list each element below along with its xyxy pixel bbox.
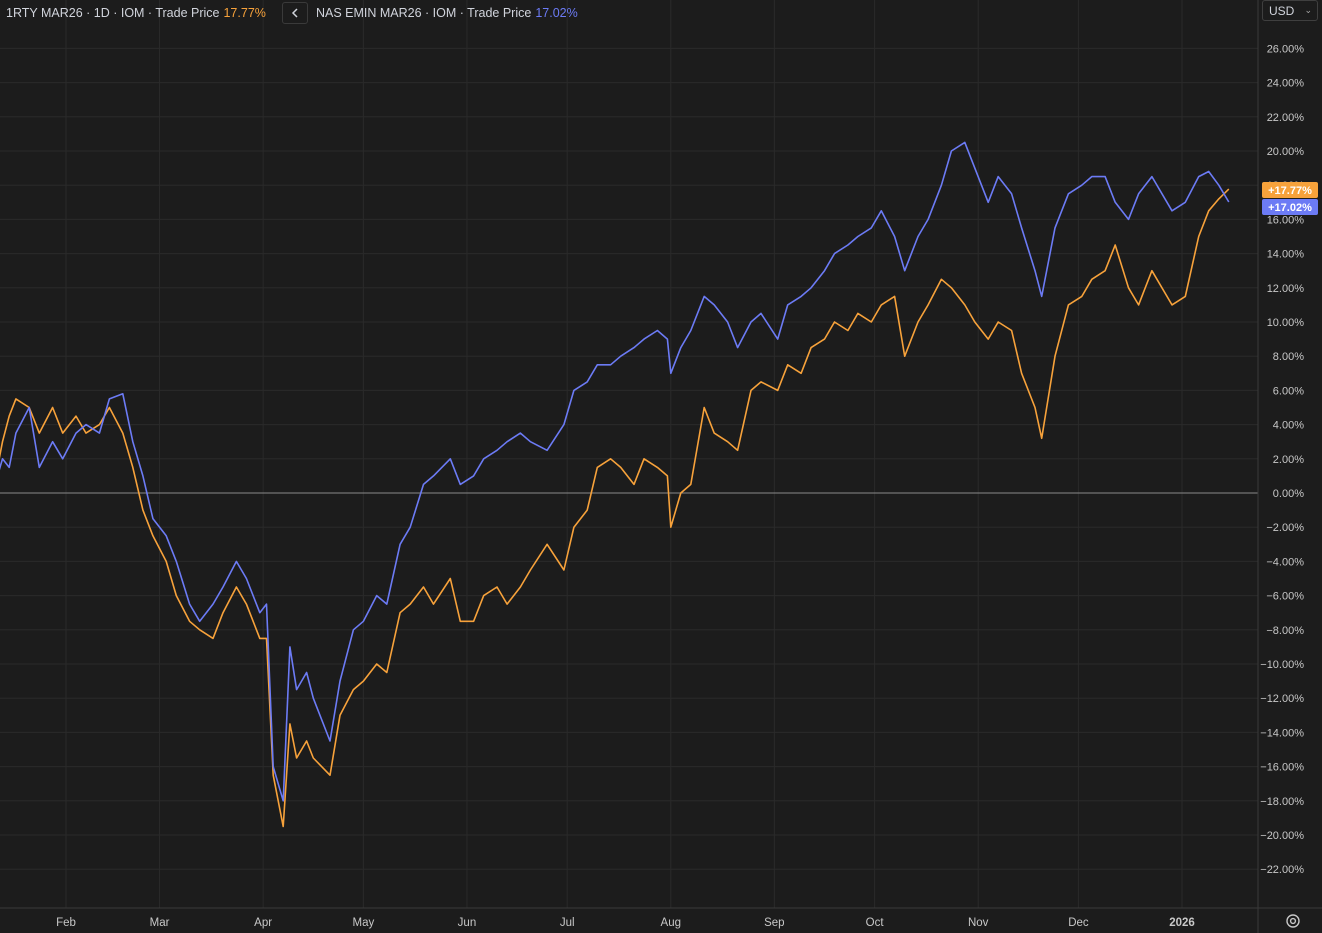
- y-tick-label: −14.00%: [1260, 727, 1304, 739]
- legend-series-1RTY[interactable]: 1RTY MAR26 · 1D · IOM · Trade Price 17.7…: [6, 2, 266, 24]
- y-tick-label: 10.00%: [1267, 317, 1305, 329]
- x-tick-label: Sep: [764, 917, 784, 929]
- y-tick-label: −18.00%: [1260, 796, 1304, 808]
- y-tick-label: 14.00%: [1267, 249, 1305, 261]
- x-tick-label: Nov: [968, 917, 989, 929]
- y-tick-label: 24.00%: [1267, 78, 1305, 90]
- y-tick-label: 26.00%: [1267, 43, 1305, 55]
- y-tick-label: −6.00%: [1266, 591, 1304, 603]
- y-tick-label: 20.00%: [1267, 146, 1305, 158]
- y-tick-label: 6.00%: [1273, 385, 1304, 397]
- y-tick-label: 22.00%: [1267, 112, 1305, 124]
- legend-value: 17.77%: [223, 6, 266, 20]
- legend-value: 17.02%: [535, 6, 578, 20]
- y-tick-label: 12.00%: [1267, 283, 1305, 295]
- x-tick-label: Jul: [560, 917, 575, 929]
- x-tick-label: May: [353, 917, 375, 929]
- y-tick-label: −4.00%: [1266, 556, 1304, 568]
- y-tick-label: 2.00%: [1273, 454, 1304, 466]
- last-value-tag: [1262, 182, 1318, 198]
- x-tick-label: Jun: [458, 917, 477, 929]
- x-tick-label: 2026: [1169, 917, 1195, 929]
- y-tick-label: 4.00%: [1273, 420, 1304, 432]
- x-tick-label: Feb: [56, 917, 76, 929]
- y-tick-label: −12.00%: [1260, 693, 1304, 705]
- y-tick-label: −22.00%: [1260, 864, 1304, 876]
- y-tick-label: −10.00%: [1260, 659, 1304, 671]
- x-tick-label: Aug: [661, 917, 681, 929]
- series-line-nas: [0, 141, 1230, 802]
- y-tick-label: 0.00%: [1273, 488, 1304, 500]
- chevron-down-icon: ⌄: [1304, 5, 1312, 15]
- y-tick-label: −20.00%: [1260, 830, 1304, 842]
- x-tick-label: Dec: [1068, 917, 1089, 929]
- last-value-label: +17.02%: [1268, 202, 1312, 214]
- x-tick-label: Oct: [866, 917, 885, 929]
- settings-icon[interactable]: [1283, 911, 1303, 931]
- y-tick-label: −16.00%: [1260, 762, 1304, 774]
- y-tick-label: −8.00%: [1266, 625, 1304, 637]
- last-value-label: +17.77%: [1268, 185, 1312, 197]
- last-value-tag: [1262, 199, 1318, 215]
- x-tick-label: Apr: [254, 917, 272, 929]
- chevron-left-icon[interactable]: [282, 2, 308, 24]
- currency-label: USD: [1269, 3, 1295, 18]
- y-tick-label: 8.00%: [1273, 351, 1304, 363]
- y-tick-label: 16.00%: [1267, 214, 1305, 226]
- x-tick-label: Mar: [150, 917, 170, 929]
- legend-label: NAS EMIN MAR26 · IOM · Trade Price: [316, 6, 532, 20]
- legend-series-NAS[interactable]: NAS EMIN MAR26 · IOM · Trade Price 17.02…: [282, 2, 578, 24]
- y-tick-label: −2.00%: [1266, 522, 1304, 534]
- currency-dropdown[interactable]: USD ⌄: [1262, 0, 1318, 21]
- series-line-rty: [0, 188, 1230, 828]
- legend-label: 1RTY MAR26 · 1D · IOM · Trade Price: [6, 6, 220, 20]
